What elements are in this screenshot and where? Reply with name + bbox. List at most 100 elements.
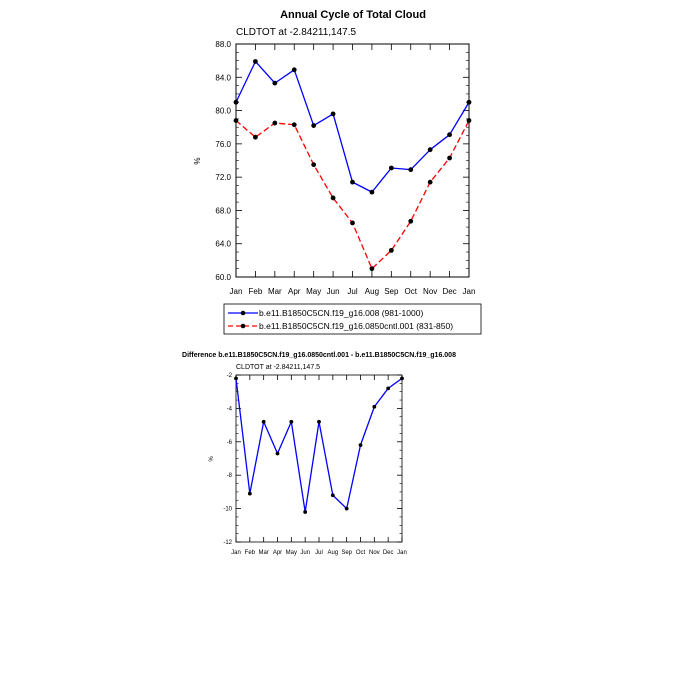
- series-1-point: [388, 165, 394, 171]
- x-tick-label: Jun: [327, 287, 340, 296]
- top-chart: Annual Cycle of Total Cloud CLDTOT at -2…: [193, 9, 475, 296]
- x-tick-label: Mar: [258, 550, 268, 556]
- y-tick-label: -10: [223, 507, 232, 513]
- series-2-point: [233, 118, 239, 123]
- series-1-point: [358, 443, 363, 448]
- y-tick-label: -6: [227, 440, 233, 446]
- series-2-point: [253, 134, 258, 140]
- series-1-point: [311, 123, 317, 128]
- diff-chart-subtitle: CLDTOT at -2.84211,147.5: [236, 364, 320, 371]
- x-tick-label: Jan: [231, 550, 241, 556]
- series-1-point: [247, 491, 252, 496]
- series-2-point: [272, 120, 278, 126]
- y-tick-label: 72.0: [215, 173, 231, 182]
- series-1-point: [275, 451, 280, 456]
- x-tick-label: Nov: [369, 550, 380, 556]
- legend-label-1: b.e11.B1850C5CN.f19_g16.008 (981-1000): [259, 308, 423, 318]
- diff-chart-axes: Jan Feb Mar Apr May Jun Jul Aug Sep Oct Nov Dec Jan-…: [223, 373, 407, 556]
- series-line-1: [235, 60, 470, 193]
- series-1-point: [234, 376, 238, 381]
- top-chart-series: [233, 59, 472, 272]
- legend-marker-2: [240, 323, 246, 329]
- x-tick-label: May: [306, 287, 321, 296]
- diff-chart-frame: [235, 374, 403, 543]
- series-1-point: [233, 99, 239, 105]
- x-tick-label: Aug: [365, 287, 379, 296]
- x-tick-label: Sep: [341, 550, 352, 556]
- y-tick-label: 76.0: [215, 140, 231, 149]
- top-chart-subtitle: CLDTOT at -2.84211,147.5: [236, 27, 357, 38]
- diff-chart-series: [234, 376, 404, 514]
- diff-chart-ylabel: %: [209, 456, 215, 462]
- series-2-point: [350, 220, 355, 226]
- y-tick-label: 88.0: [215, 40, 231, 49]
- x-tick-label: Jan: [230, 287, 243, 296]
- series-2-point: [447, 155, 452, 161]
- series-1-point: [272, 80, 278, 86]
- series-1-point: [386, 386, 391, 391]
- series-1-point: [408, 167, 414, 173]
- y-tick-label: 64.0: [215, 240, 231, 249]
- series-1-point: [317, 419, 321, 424]
- legend-box: [223, 303, 482, 335]
- top-chart-ylabel: %: [193, 157, 202, 164]
- series-1-point: [447, 132, 452, 138]
- series-2-point: [369, 266, 375, 272]
- y-tick-label: -8: [227, 473, 233, 479]
- x-tick-label: Aug: [327, 550, 338, 556]
- series-2-point: [466, 118, 472, 123]
- legend: b.e11.B1850C5CN.f19_g16.008 (981-1000) b…: [223, 303, 482, 335]
- y-tick-label: 68.0: [215, 206, 231, 215]
- series-1-point: [369, 189, 375, 195]
- series-1-point: [344, 506, 349, 511]
- series-1-point: [330, 111, 336, 117]
- series-line-1: [235, 377, 403, 513]
- x-tick-label: Jul: [315, 550, 323, 556]
- x-tick-label: Sep: [384, 287, 399, 296]
- x-tick-label: Apr: [288, 287, 301, 296]
- x-tick-label: Jun: [300, 550, 310, 556]
- diff-chart-title: Difference b.e11.B1850C5CN.f19_g16.0850c…: [182, 352, 456, 359]
- series-2-point: [311, 162, 317, 168]
- series-1-point: [289, 419, 294, 424]
- series-1-point: [261, 419, 266, 424]
- diff-chart: Difference b.e11.B1850C5CN.f19_g16.0850c…: [182, 352, 456, 556]
- x-tick-label: Jan: [463, 287, 476, 296]
- x-tick-label: Mar: [268, 287, 282, 296]
- x-tick-label: Feb: [249, 287, 263, 296]
- y-tick-label: -4: [227, 406, 233, 412]
- x-tick-label: Apr: [273, 550, 282, 556]
- x-tick-label: Dec: [383, 550, 394, 556]
- series-line-2: [235, 120, 470, 270]
- x-tick-label: Nov: [423, 287, 437, 296]
- series-2-point: [427, 179, 433, 185]
- y-tick-label: 80.0: [215, 107, 231, 116]
- x-tick-label: Feb: [245, 550, 256, 556]
- series-1-point: [253, 59, 258, 64]
- series-1-point: [427, 147, 433, 153]
- series-2-point: [330, 195, 336, 201]
- x-tick-label: Jan: [397, 550, 407, 556]
- legend-label-2: b.e11.B1850C5CN.f19_g16.0850cntl.001 (83…: [259, 321, 453, 331]
- x-tick-label: Oct: [405, 287, 418, 296]
- series-1-point: [466, 99, 472, 105]
- y-tick-label: -2: [227, 373, 233, 379]
- series-1-point: [400, 376, 404, 381]
- series-1-point: [350, 179, 355, 185]
- series-1-point: [303, 510, 308, 514]
- y-tick-label: 84.0: [215, 73, 231, 82]
- series-2-point: [408, 218, 414, 224]
- top-chart-title: Annual Cycle of Total Cloud: [280, 9, 426, 21]
- x-tick-label: Oct: [356, 550, 366, 556]
- series-1-point: [330, 493, 335, 498]
- series-2-point: [291, 122, 297, 128]
- series-2-point: [388, 247, 394, 253]
- legend-marker-1: [240, 310, 246, 316]
- x-tick-label: May: [286, 550, 297, 556]
- series-1-point: [291, 67, 297, 73]
- x-tick-label: Jul: [347, 287, 357, 296]
- top-chart-axes: Jan Feb Mar Apr May Jun Jul Aug Sep Oct Nov Dec Jan 6…: [215, 40, 475, 296]
- x-tick-label: Dec: [442, 287, 456, 296]
- series-1-point: [372, 404, 377, 409]
